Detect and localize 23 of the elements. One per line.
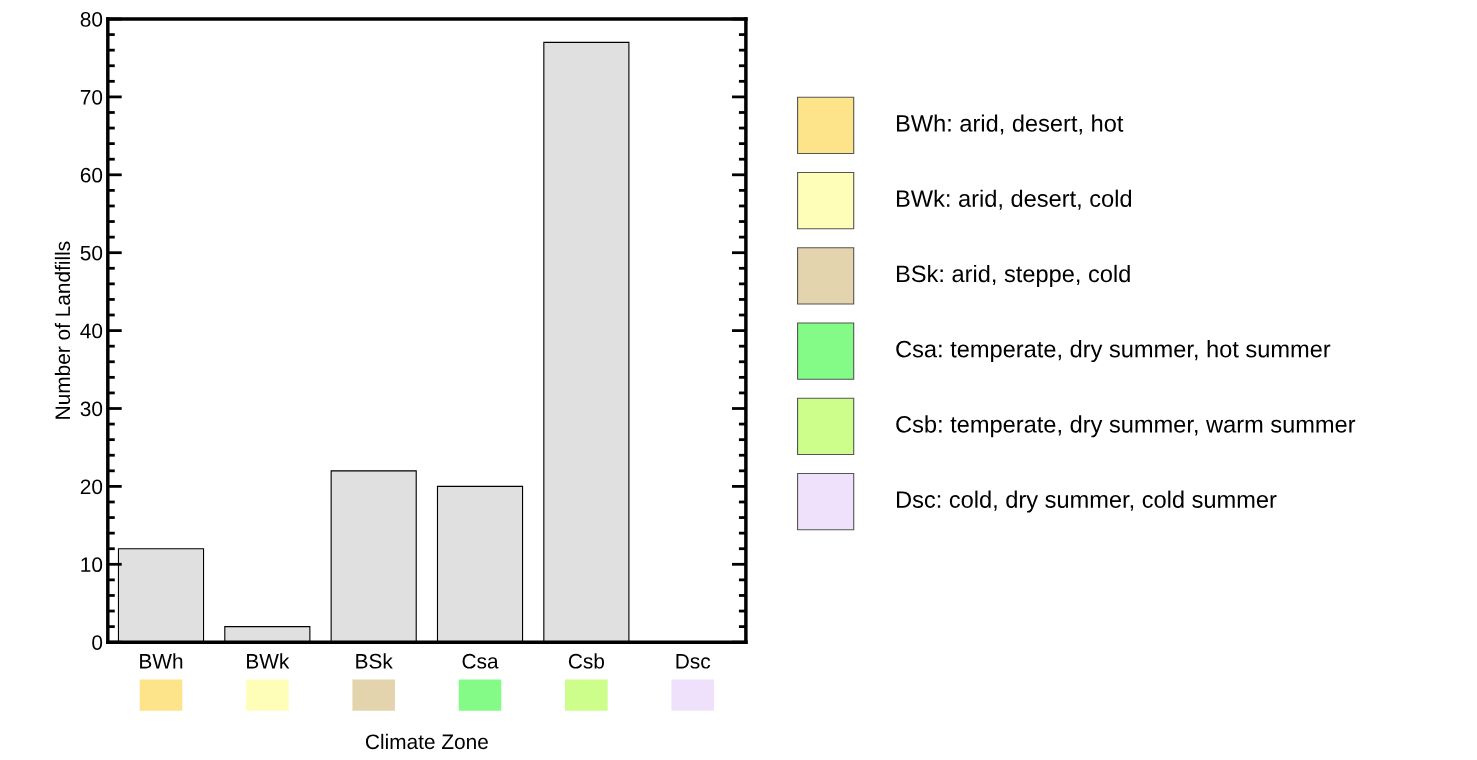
x-tick-label: BWk (247, 653, 290, 669)
y-axis-title: Number of Landfills (54, 241, 71, 419)
y-tick-label: 0 (92, 635, 103, 650)
x-tick-label: Csb (568, 653, 605, 669)
text: Dsc: cold, dry summer, cold summer (897, 490, 1277, 513)
x-tick-label: Csa (462, 653, 499, 669)
y-tick-label: 30 (80, 401, 103, 417)
y-tick-label: 20 (80, 479, 103, 495)
y-tick-label: 10 (81, 557, 103, 573)
text: BWk: arid, desert, cold (897, 189, 1132, 210)
x-tick-label: Dsc (676, 654, 711, 669)
y-tick-label: 80 (80, 12, 103, 27)
text: Csa: temperate, dry summer, hot summer (896, 340, 1331, 363)
x-axis-title: Climate Zone (365, 733, 488, 750)
text: Csb: temperate, dry summer, warm summer (896, 415, 1356, 438)
text: BSk: arid, steppe, cold (897, 264, 1130, 287)
x-tick-label: BWh (140, 653, 183, 669)
y-tick-label: 60 (80, 167, 103, 183)
y-tick-label: 70 (80, 89, 103, 105)
x-tick-label: BSk (356, 653, 393, 669)
y-tick-label: 40 (80, 323, 103, 339)
text: BWh: arid, desert, hot (897, 114, 1124, 135)
y-tick-label: 50 (80, 245, 103, 261)
